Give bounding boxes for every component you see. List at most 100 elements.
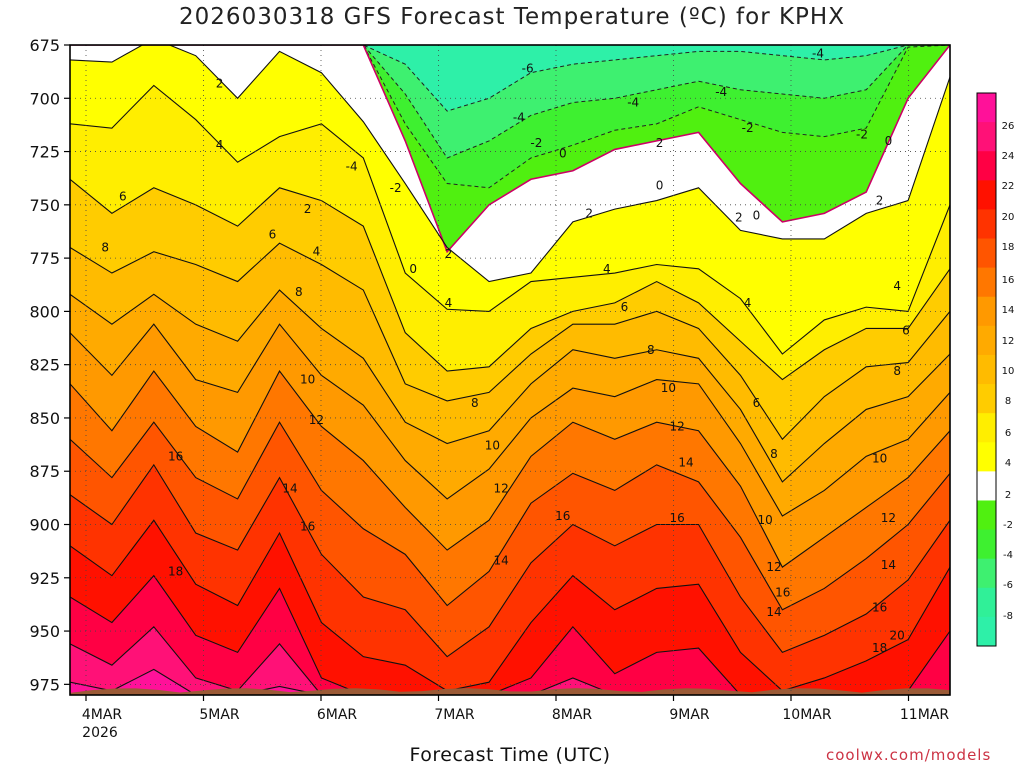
contour-label-23: 16 xyxy=(555,509,570,523)
contour-label-56: 8 xyxy=(893,364,901,378)
contour-label-51: -2 xyxy=(856,128,868,142)
contour-label-40: -2 xyxy=(742,121,754,135)
contour-label-11: 16 xyxy=(300,520,315,534)
y-tick-label-825: 825 xyxy=(29,356,60,375)
contour-label-54: 4 xyxy=(893,279,901,293)
contour-line--2 xyxy=(70,45,950,189)
contour-line-12 xyxy=(70,323,950,517)
colorbar-tick-3: 20 xyxy=(1002,212,1015,223)
contour-line-24 xyxy=(70,626,950,695)
colorbar-swatch-0 xyxy=(977,93,996,123)
contour-label-16: 0 xyxy=(409,262,417,276)
colorbar-tick-1: 24 xyxy=(1002,151,1015,162)
contour-label-7: 8 xyxy=(295,285,303,299)
contour-label-20: 10 xyxy=(485,439,500,453)
y-tick-label-875: 875 xyxy=(29,462,60,481)
x-tick-label-10mar: 10MAR xyxy=(782,707,831,723)
contour-label-49: 16 xyxy=(775,586,790,600)
y-tick-label-850: 850 xyxy=(29,409,60,428)
colorbar-swatch-17 xyxy=(977,587,996,618)
contour-label-5: 4 xyxy=(313,245,321,259)
contour-label-12: 16 xyxy=(168,449,183,463)
contour-label-21: 12 xyxy=(494,481,509,495)
contour-label-39: -4 xyxy=(715,85,727,99)
contour-label-59: 14 xyxy=(881,558,896,572)
y-tick-label-750: 750 xyxy=(29,196,60,215)
contour-label-57: 10 xyxy=(872,451,887,465)
contour-label-2: 6 xyxy=(119,189,127,203)
contour-label-60: 16 xyxy=(872,601,887,615)
colorbar-tick-14: -4 xyxy=(1003,550,1013,561)
credit-link[interactable]: coolwx.com/models xyxy=(826,746,992,764)
contour-label-44: 4 xyxy=(744,296,752,310)
contour-line-4 xyxy=(70,84,950,355)
contour-label-61: 20 xyxy=(890,628,905,642)
temp-band-24 xyxy=(70,626,950,695)
colorbar-tick-6: 14 xyxy=(1002,305,1015,316)
contour-label-37: 2 xyxy=(656,136,664,150)
x-tick-label-4mar: 4MAR xyxy=(82,707,123,723)
contour-label-28: 10 xyxy=(661,381,676,395)
contour-label-46: 8 xyxy=(770,447,778,461)
colorbar-swatch-8 xyxy=(977,325,996,356)
contour-line-14 xyxy=(70,370,950,568)
contour-label-1: 4 xyxy=(216,138,224,152)
contour-label-27: 8 xyxy=(647,343,655,357)
contour-label-53: 2 xyxy=(876,194,884,208)
y-tick-label-800: 800 xyxy=(29,302,60,321)
y-tick-label-950: 950 xyxy=(29,622,60,641)
contour-label-48: 12 xyxy=(766,560,781,574)
colorbar-swatch-11 xyxy=(977,413,996,443)
colorbar-swatch-3 xyxy=(977,180,996,210)
x-tick-year: 2026 xyxy=(82,725,118,741)
contour-label-41: -4 xyxy=(812,47,824,61)
colorbar-swatch-4 xyxy=(977,209,996,240)
colorbar-tick-15: -6 xyxy=(1003,580,1013,591)
contour-label-42: 2 xyxy=(735,211,743,225)
colorbar-swatch-6 xyxy=(977,267,996,298)
freezing-line xyxy=(70,45,950,254)
contour-label-33: -4 xyxy=(513,110,525,124)
contour-line-18 xyxy=(70,463,950,658)
contour-label-22: 14 xyxy=(494,554,509,568)
contour-label-14: -4 xyxy=(346,159,358,173)
contour-label-35: 0 xyxy=(559,147,567,161)
contour-label-10: 14 xyxy=(282,481,297,495)
colorbar-tick-8: 10 xyxy=(1002,366,1015,377)
y-tick-label-925: 925 xyxy=(29,569,60,588)
contour-label-15: -2 xyxy=(390,181,402,195)
contour-label-30: 14 xyxy=(678,456,693,470)
colorbar-swatch-7 xyxy=(977,296,996,327)
colorbar-swatch-9 xyxy=(977,354,996,385)
colorbar-swatch-2 xyxy=(977,151,996,181)
contour-label-50: 14 xyxy=(766,605,781,619)
x-tick-label-11mar: 11MAR xyxy=(900,707,949,723)
contour-label-38: -4 xyxy=(627,96,639,110)
x-tick-label-5mar: 5MAR xyxy=(199,707,240,723)
colorbar-tick-0: 26 xyxy=(1002,121,1015,132)
colorbar-tick-10: 6 xyxy=(1005,428,1011,439)
contour-label-36: 0 xyxy=(656,179,664,193)
contour-label-24: 2 xyxy=(585,206,593,220)
contour-label-62: 18 xyxy=(872,641,887,655)
contour-line-6 xyxy=(70,178,950,381)
contour-label-26: 6 xyxy=(621,300,629,314)
colorbar-tick-11: 4 xyxy=(1005,458,1011,469)
colorbar-swatch-10 xyxy=(977,384,996,414)
y-tick-label-900: 900 xyxy=(29,516,60,535)
contour-label-58: 12 xyxy=(881,511,896,525)
contour-label-31: 16 xyxy=(670,511,685,525)
contour-line-16 xyxy=(70,421,950,611)
colorbar-tick-9: 8 xyxy=(1005,396,1011,407)
contour-line-8 xyxy=(70,242,950,441)
colorbar-swatch-18 xyxy=(977,616,996,647)
contour-label-17: 2 xyxy=(445,247,453,261)
colorbar-swatch-1 xyxy=(977,122,996,152)
contour-label-52: 0 xyxy=(885,134,893,148)
colorbar-frame xyxy=(976,92,997,647)
x-tick-label-6mar: 6MAR xyxy=(317,707,358,723)
ground-surface xyxy=(70,688,950,695)
colorbar-swatch-15 xyxy=(977,529,996,560)
x-tick-label-9mar: 9MAR xyxy=(669,707,710,723)
